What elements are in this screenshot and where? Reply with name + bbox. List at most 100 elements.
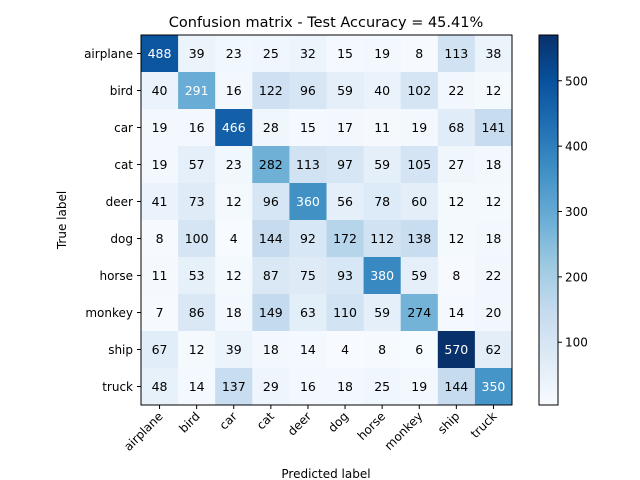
cell-value-label: 75	[300, 268, 316, 283]
cell-value-label: 113	[296, 157, 320, 172]
matrix-cell	[178, 257, 216, 295]
matrix-cell	[437, 183, 476, 221]
matrix-cell	[289, 146, 327, 184]
matrix-cell	[400, 146, 439, 184]
cell-value-label: 466	[222, 120, 246, 135]
cell-value-label: 17	[337, 120, 353, 135]
cell-value-label: 19	[411, 379, 427, 394]
matrix-cell	[178, 368, 216, 406]
cell-value-label: 16	[226, 83, 242, 98]
matrix-cell	[437, 331, 476, 369]
cell-value-label: 15	[300, 120, 316, 135]
matrix-cell	[178, 109, 216, 147]
cell-value-label: 570	[444, 342, 468, 357]
matrix-cell	[363, 35, 402, 73]
cell-value-label: 19	[374, 46, 390, 61]
cell-value-label: 8	[378, 342, 386, 357]
matrix-cell	[326, 183, 365, 221]
matrix-cell	[215, 220, 253, 258]
cell-value-label: 18	[485, 231, 501, 246]
x-tick-label: bird	[176, 409, 202, 435]
matrix-cell	[289, 183, 327, 221]
cell-value-label: 137	[222, 379, 246, 394]
cell-value-label: 38	[485, 46, 501, 61]
cell-value-label: 4	[230, 231, 238, 246]
cell-value-label: 32	[300, 46, 316, 61]
matrix-cell	[252, 146, 290, 184]
matrix-cell	[178, 220, 216, 258]
colorbar-tick-label: 300	[565, 205, 588, 219]
cell-value-label: 11	[374, 120, 390, 135]
matrix-cell	[400, 35, 439, 73]
cell-value-label: 11	[152, 268, 168, 283]
cell-value-label: 39	[189, 46, 205, 61]
matrix-cell	[474, 257, 513, 295]
cell-value-label: 28	[263, 120, 279, 135]
matrix-cell	[252, 257, 290, 295]
cell-value-label: 122	[259, 83, 283, 98]
x-tick-label: deer	[285, 409, 314, 438]
matrix-cell	[326, 220, 365, 258]
cell-value-label: 18	[485, 157, 501, 172]
matrix-cell	[141, 146, 179, 184]
matrix-cell	[363, 368, 402, 406]
matrix-cell	[474, 35, 513, 73]
cell-value-label: 59	[411, 268, 427, 283]
matrix-cell	[474, 368, 513, 406]
y-tick-label: car	[114, 121, 133, 135]
cell-value-label: 93	[337, 268, 353, 283]
matrix-cell	[141, 109, 179, 147]
y-tick-label: airplane	[84, 47, 133, 61]
matrix-cell	[252, 220, 290, 258]
matrix-cell	[437, 72, 476, 110]
cell-value-label: 40	[374, 83, 390, 98]
matrix-cell	[178, 35, 216, 73]
cell-value-label: 97	[337, 157, 353, 172]
matrix-cell	[400, 331, 439, 369]
matrix-cell	[363, 257, 402, 295]
y-tick-label: horse	[99, 269, 133, 283]
matrix-cell	[363, 294, 402, 332]
matrix-cell	[474, 220, 513, 258]
matrix-cell	[474, 146, 513, 184]
matrix-cell	[400, 72, 439, 110]
matrix-cell	[289, 294, 327, 332]
matrix-cell	[252, 109, 290, 147]
matrix-cell	[289, 35, 327, 73]
cell-value-label: 59	[374, 157, 390, 172]
matrix-cell	[215, 368, 253, 406]
cell-value-label: 59	[337, 83, 353, 98]
cell-value-label: 112	[370, 231, 394, 246]
cell-value-label: 87	[263, 268, 279, 283]
cell-value-label: 6	[415, 342, 423, 357]
cell-value-label: 380	[370, 268, 394, 283]
matrix-cell	[474, 72, 513, 110]
matrix-cell	[141, 368, 179, 406]
cell-value-label: 62	[485, 342, 501, 357]
y-tick-label: dog	[110, 232, 133, 246]
x-tick-label: horse	[355, 409, 389, 443]
chart-title: Confusion matrix - Test Accuracy = 45.41…	[169, 15, 483, 31]
matrix-cell	[326, 331, 365, 369]
y-tick-label: deer	[106, 195, 133, 209]
matrix-cell	[215, 146, 253, 184]
matrix-cell	[400, 257, 439, 295]
cell-value-label: 12	[189, 342, 205, 357]
matrix-cell	[252, 368, 290, 406]
matrix-cell	[215, 72, 253, 110]
matrix-cell	[326, 368, 365, 406]
matrix-cell	[252, 35, 290, 73]
matrix-cell	[400, 220, 439, 258]
cell-value-label: 14	[189, 379, 205, 394]
matrix-cell	[141, 220, 179, 258]
cell-value-label: 19	[411, 120, 427, 135]
matrix-cell	[363, 220, 402, 258]
cell-value-label: 16	[300, 379, 316, 394]
x-tick-label: dog	[325, 409, 351, 435]
x-tick-label: airplane	[121, 409, 165, 453]
matrix-cell	[400, 109, 439, 147]
cell-value-label: 8	[156, 231, 164, 246]
cell-value-label: 23	[226, 46, 242, 61]
matrix-cell	[326, 146, 365, 184]
